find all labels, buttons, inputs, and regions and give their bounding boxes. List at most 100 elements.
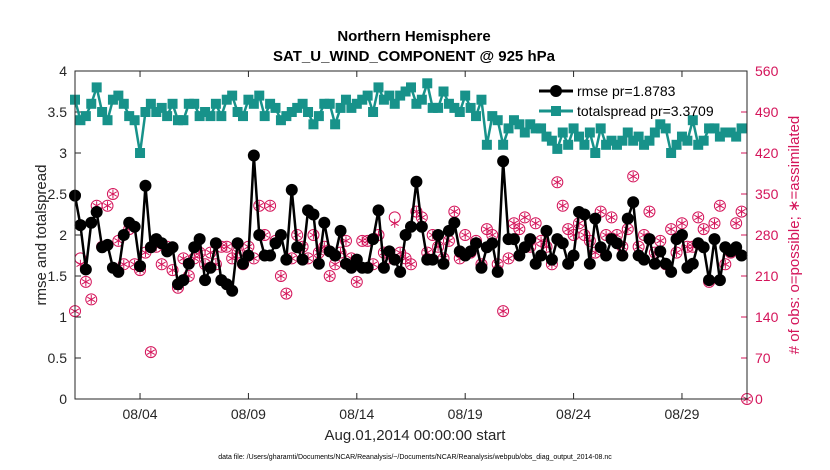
obs-possible-marker (497, 305, 510, 318)
obs-assimilated-marker (607, 212, 616, 222)
x-tick-label: 08/29 (664, 406, 699, 422)
rmse-point (437, 257, 450, 270)
rmse-point (74, 219, 87, 232)
totalspread-point (389, 98, 400, 109)
y-tick-label: 0.5 (48, 350, 68, 366)
rmse-point (312, 257, 325, 270)
totalspread-point (433, 102, 444, 113)
totalspread-point (362, 90, 373, 101)
totalspread-point (297, 98, 308, 109)
y2-tick-label: 210 (755, 268, 779, 284)
totalspread-point (221, 94, 232, 105)
rmse-point (578, 208, 591, 221)
obs-possible-marker (350, 275, 363, 288)
totalspread-point (503, 123, 514, 134)
obs-assimilated-marker (119, 259, 128, 269)
totalspread-point (243, 94, 254, 105)
rmse-point (405, 220, 417, 233)
obs-possible-marker (264, 199, 277, 212)
rmse-point (112, 265, 125, 278)
totalspread-point (508, 115, 519, 126)
obs-assimilated-marker (553, 177, 562, 187)
rmse-point (600, 249, 613, 262)
rmse-point (675, 229, 688, 241)
totalspread-point (330, 119, 341, 130)
totalspread-series (70, 78, 747, 158)
rmse-point (426, 253, 439, 266)
obs-possible-marker (220, 240, 233, 253)
rmse-point (291, 241, 304, 254)
obs-assimilated-marker (108, 189, 118, 199)
totalspread-point (471, 111, 482, 122)
totalspread-point (530, 123, 541, 134)
totalspread-point (438, 86, 449, 97)
totalspread-point (319, 98, 330, 109)
totalspread-point (693, 139, 704, 150)
y2-tick-label: 490 (755, 104, 779, 120)
rmse-point (713, 274, 726, 287)
totalspread-point (454, 107, 465, 117)
rmse-point (388, 253, 401, 266)
totalspread-point (395, 90, 406, 101)
obs-possible-marker (665, 223, 678, 236)
totalspread-point (492, 115, 503, 126)
y2-axis-label: # of obs: o=possible; ∗=assimilated (786, 116, 803, 355)
obs-possible-marker (274, 270, 287, 282)
y2-tick-label: 140 (755, 309, 779, 325)
obs-assimilated-marker (498, 306, 508, 316)
totalspread-point (129, 115, 140, 126)
obs-assimilated-marker (276, 271, 286, 281)
rmse-point (394, 265, 407, 278)
x-tick-label: 08/09 (231, 406, 266, 422)
obs-possible-marker (697, 223, 710, 236)
totalspread-point (574, 131, 584, 142)
totalspread-point (557, 127, 568, 138)
obs-assimilated-marker (694, 212, 703, 222)
rmse-point (264, 249, 277, 262)
x-tick-label: 08/24 (556, 406, 591, 422)
rmse-point (334, 224, 347, 237)
totalspread-point (286, 107, 297, 117)
obs-assimilated-marker (666, 224, 676, 234)
totalspread-point (416, 94, 427, 105)
obs-assimilated-marker (222, 242, 231, 252)
totalspread-point (639, 139, 650, 150)
obs-possible-marker (166, 264, 179, 277)
rmse-point (139, 179, 152, 192)
totalspread-point (541, 131, 552, 142)
obs-possible-marker (307, 229, 320, 241)
rmse-point (318, 216, 331, 229)
totalspread-point (622, 127, 633, 138)
totalspread-point (655, 119, 666, 130)
y2-tick-label: 420 (755, 145, 779, 161)
totalspread-point (313, 111, 324, 122)
totalspread-point (118, 98, 129, 109)
totalspread-point (308, 119, 319, 130)
rmse-point (296, 253, 309, 266)
totalspread-point (514, 119, 525, 130)
totalspread-point (384, 90, 395, 101)
y2-tick-label: 560 (755, 63, 779, 79)
y-axis-right: 0 70 140 210 280 350 420 490 560 (741, 63, 779, 407)
totalspread-point (584, 127, 595, 138)
rmse-point (491, 265, 504, 278)
totalspread-point (124, 111, 135, 122)
obs-assimilated-marker (531, 218, 540, 228)
obs-assimilated-marker (157, 259, 166, 269)
rmse-point (193, 233, 206, 246)
totalspread-point (107, 94, 118, 105)
y-tick-label: 4 (59, 63, 67, 79)
rmse-point (735, 249, 748, 262)
totalspread-point (292, 102, 303, 113)
legend-rmse-label: rmse pr=1.8783 (577, 83, 676, 99)
y-axis-label: rmse and totalspread (33, 165, 50, 306)
totalspread-point (248, 98, 259, 109)
obs-possible-marker (518, 211, 531, 224)
obs-possible-marker (643, 205, 656, 218)
totalspread-point (427, 102, 438, 113)
totalspread-point (443, 98, 454, 109)
y-tick-label: 3.5 (48, 104, 68, 120)
totalspread-point (617, 135, 628, 146)
rmse-point (226, 284, 239, 297)
totalspread-point (476, 94, 487, 105)
